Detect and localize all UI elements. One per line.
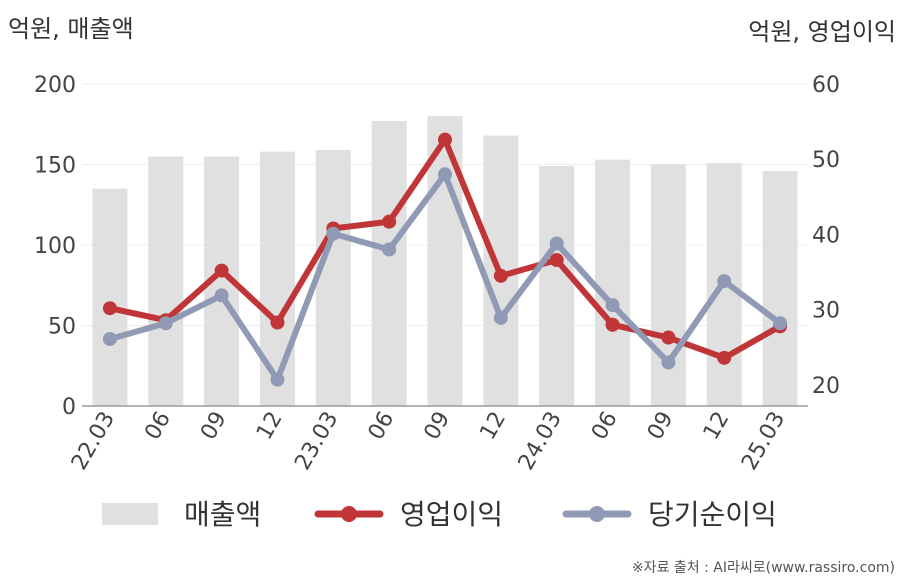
x-axis-tick-label: 12 bbox=[699, 408, 735, 445]
data-point bbox=[102, 301, 117, 316]
left-axis-tick-label: 200 bbox=[34, 73, 76, 98]
left-axis-ticks: 0 50 100 150 200 bbox=[34, 73, 76, 420]
data-point bbox=[382, 214, 397, 229]
data-point bbox=[438, 167, 452, 182]
bar bbox=[371, 121, 407, 406]
source-note: ※자료 출처 : AI라씨로(www.rassiro.com) bbox=[632, 560, 895, 576]
bar bbox=[539, 166, 575, 406]
data-point bbox=[717, 274, 732, 289]
data-point bbox=[661, 355, 676, 370]
x-axis-tick-label: 06 bbox=[140, 408, 176, 445]
data-point bbox=[102, 332, 117, 347]
left-axis-tick-label: 150 bbox=[34, 154, 76, 179]
left-axis-tick-label: 100 bbox=[34, 234, 76, 259]
bar bbox=[148, 156, 184, 406]
bar-series bbox=[92, 116, 798, 406]
data-point bbox=[270, 315, 285, 330]
x-axis-tick-label: 12 bbox=[252, 408, 288, 445]
bar bbox=[595, 159, 631, 406]
x-axis-tick-label: 09 bbox=[420, 408, 456, 445]
data-point bbox=[605, 298, 620, 313]
right-axis-tick-label: 50 bbox=[812, 148, 840, 173]
x-axis-tick-label: 09 bbox=[643, 408, 679, 445]
right-axis-ticks: 20 30 40 50 60 bbox=[812, 73, 840, 399]
data-point bbox=[549, 236, 564, 251]
data-point bbox=[661, 330, 676, 345]
data-point bbox=[605, 317, 620, 332]
right-axis-tick-label: 60 bbox=[812, 73, 840, 98]
legend-label: 영업이익 bbox=[400, 498, 503, 531]
data-point bbox=[717, 350, 732, 365]
left-axis-tick-label: 0 bbox=[62, 395, 76, 420]
right-axis-tick-label: 40 bbox=[812, 223, 840, 248]
bar bbox=[259, 151, 295, 406]
legend-label: 당기순이익 bbox=[648, 498, 777, 531]
data-point bbox=[214, 263, 229, 278]
bar bbox=[762, 170, 798, 406]
right-axis-tick-label: 20 bbox=[812, 374, 840, 399]
x-axis-tick-label: 06 bbox=[587, 408, 623, 445]
right-axis-unit-label: 억원, 영업이익 bbox=[748, 18, 896, 46]
bar bbox=[650, 164, 686, 406]
x-axis-tick-label: 23.03 bbox=[290, 408, 343, 475]
bar bbox=[92, 188, 128, 406]
line-series bbox=[102, 132, 788, 387]
legend-marker bbox=[589, 506, 605, 522]
x-axis-tick-label: 06 bbox=[364, 408, 400, 445]
legend-label: 매출액 bbox=[184, 498, 261, 531]
data-point bbox=[270, 372, 285, 387]
x-axis-tick-label: 09 bbox=[196, 408, 232, 445]
legend-swatch bbox=[102, 503, 158, 525]
data-point bbox=[493, 310, 508, 325]
right-axis-tick-label: 30 bbox=[812, 299, 840, 324]
data-point bbox=[158, 316, 173, 331]
data-point bbox=[382, 242, 397, 257]
left-axis-unit-label: 억원, 매출액 bbox=[8, 15, 134, 43]
x-axis-ticks: 22.03 06 09 12 23.03 06 09 12 24.03 06 09 12 25.03 bbox=[67, 408, 790, 475]
x-axis-tick-label: 25.03 bbox=[737, 408, 790, 475]
data-point bbox=[549, 253, 564, 268]
x-axis-tick-label: 12 bbox=[475, 408, 511, 445]
x-axis-tick-label: 24.03 bbox=[514, 408, 567, 475]
data-point bbox=[773, 316, 788, 331]
data-point bbox=[493, 268, 508, 283]
legend-marker bbox=[341, 506, 357, 522]
data-point bbox=[438, 132, 452, 147]
legend: 매출액 영업이익 당기순이익 bbox=[102, 498, 777, 531]
left-axis-tick-label: 50 bbox=[48, 315, 76, 340]
bar bbox=[315, 150, 351, 406]
data-point bbox=[326, 226, 341, 241]
data-point bbox=[214, 288, 229, 303]
